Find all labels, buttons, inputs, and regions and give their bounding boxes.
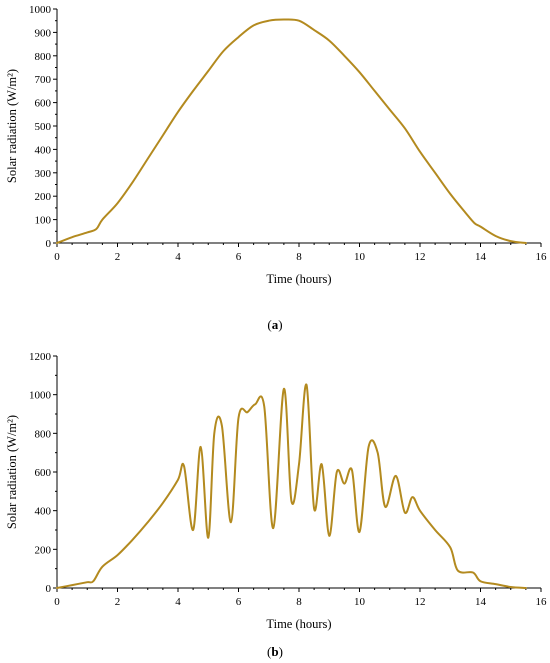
panel-label-a: (a) (267, 317, 282, 332)
y-tick-label: 0 (46, 583, 52, 595)
x-tick-label: 14 (475, 251, 487, 263)
panel-letter-b: b (271, 644, 278, 659)
x-tick-label: 16 (536, 251, 548, 263)
x-tick-label: 6 (236, 251, 242, 263)
y-tick-label: 500 (35, 121, 52, 133)
x-tick-label: 4 (175, 251, 181, 263)
x-tick-label: 10 (354, 251, 366, 263)
x-tick-label: 8 (296, 596, 302, 608)
y-axis-title: Solar radiation (W/m²) (5, 69, 19, 183)
chart-panel-a: 0 100 200 300 400 500 600 700 800 900 1000 0 2 4 6 8 10… (5, 4, 547, 332)
y-ticks: 0 200 400 600 800 1000 1200 (29, 351, 57, 595)
y-tick-label: 700 (35, 74, 52, 86)
x-tick-label: 16 (536, 596, 548, 608)
y-tick-label: 1000 (29, 4, 52, 16)
x-ticks: 0 2 4 6 8 10 12 14 16 (54, 588, 547, 608)
y-tick-label: 800 (35, 428, 52, 440)
y-tick-label: 400 (35, 506, 52, 518)
series-line (56, 18, 527, 244)
y-tick-label: 200 (35, 191, 52, 203)
y-tick-label: 0 (46, 238, 52, 250)
y-tick-label: 800 (35, 51, 52, 63)
y-tick-label: 600 (35, 467, 52, 479)
x-axis-title: Time (hours) (266, 272, 331, 286)
y-tick-label: 1000 (29, 390, 52, 402)
x-tick-label: 4 (175, 596, 181, 608)
x-tick-label: 6 (236, 596, 242, 608)
y-tick-label: 600 (35, 98, 52, 110)
x-tick-label: 8 (296, 251, 302, 263)
x-tick-label: 2 (115, 596, 121, 608)
x-tick-label: 10 (354, 596, 366, 608)
y-tick-label: 400 (35, 144, 52, 156)
y-tick-label: 1200 (29, 351, 52, 363)
x-tick-label: 12 (415, 596, 426, 608)
x-tick-label: 12 (415, 251, 426, 263)
x-tick-label: 14 (475, 596, 487, 608)
x-axis-title: Time (hours) (266, 617, 331, 631)
x-tick-label: 0 (54, 251, 60, 263)
x-ticks: 0 2 4 6 8 10 12 14 16 (54, 243, 547, 263)
y-tick-label: 200 (35, 544, 52, 556)
x-tick-label: 0 (54, 596, 60, 608)
series-line (56, 383, 527, 589)
y-axis-title: Solar radiation (W/m²) (5, 415, 19, 529)
y-tick-label: 900 (35, 27, 52, 39)
y-tick-label: 300 (35, 168, 52, 180)
panel-letter-a: a (272, 317, 279, 332)
y-tick-label: 100 (35, 215, 52, 227)
chart-panel-b: 0 200 400 600 800 1000 1200 0 2 4 6 8 10 12 14 16 Time… (5, 351, 547, 659)
x-tick-label: 2 (115, 251, 121, 263)
y-ticks: 0 100 200 300 400 500 600 700 800 900 1000 (29, 4, 57, 250)
panel-label-b: (b) (267, 644, 283, 659)
